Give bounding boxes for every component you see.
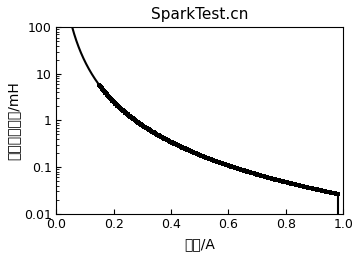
Title: SparkTest.cn: SparkTest.cn [151, 7, 248, 22]
Y-axis label: 最大允许电感/mH: 最大允许电感/mH [7, 81, 21, 160]
X-axis label: 电流/A: 电流/A [184, 237, 215, 251]
